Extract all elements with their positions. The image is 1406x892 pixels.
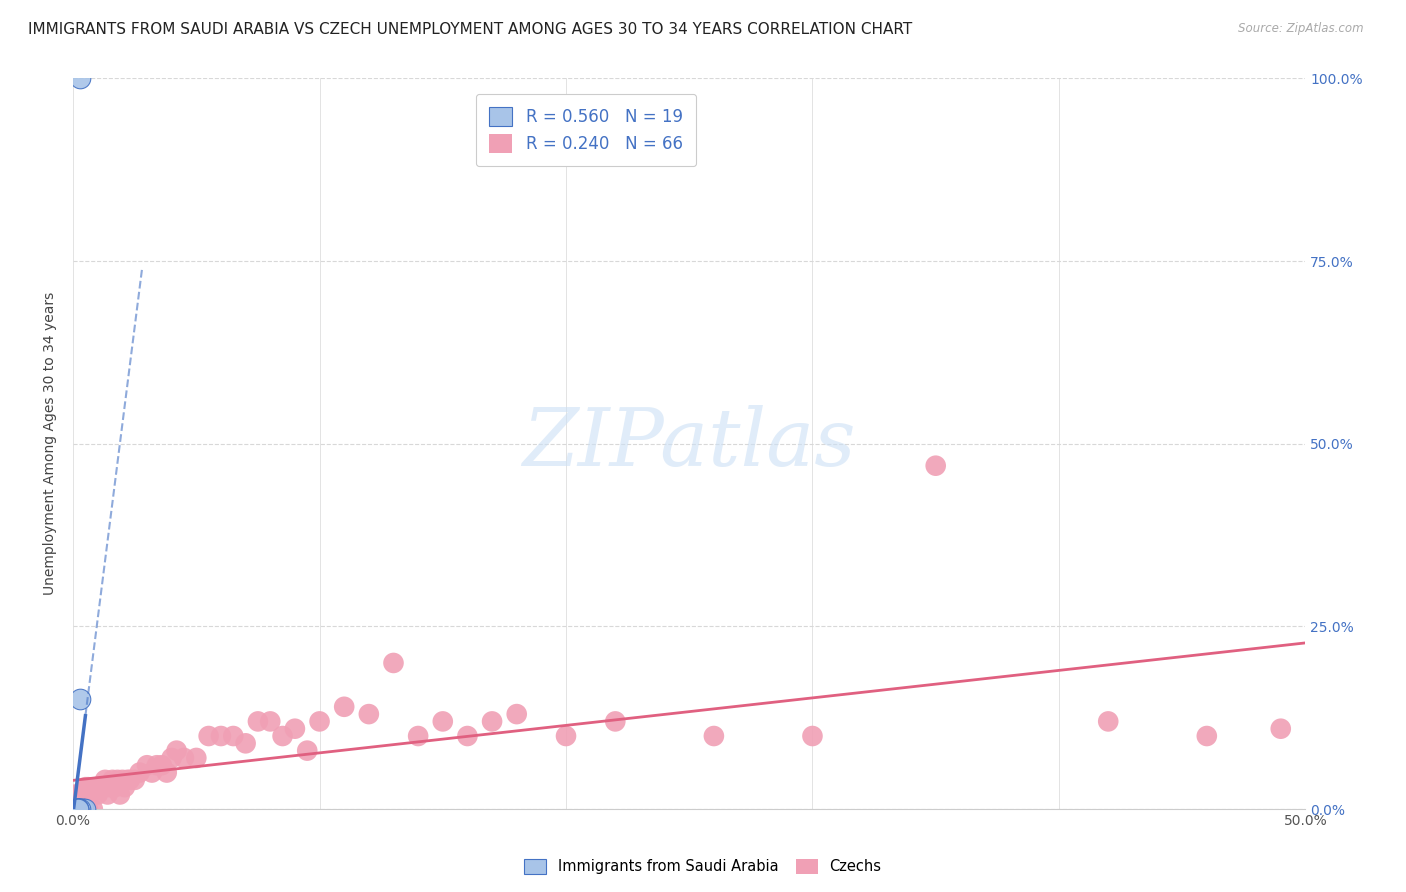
Point xyxy=(79,788,101,802)
Point xyxy=(222,729,245,743)
Point xyxy=(118,772,141,787)
Point xyxy=(66,802,89,816)
Point xyxy=(87,788,110,802)
Point xyxy=(69,802,91,816)
Point xyxy=(72,802,94,816)
Point xyxy=(1097,714,1119,729)
Point xyxy=(1270,722,1292,736)
Point xyxy=(65,802,87,816)
Point xyxy=(66,802,89,816)
Point xyxy=(197,729,219,743)
Point xyxy=(77,780,100,794)
Point xyxy=(66,802,89,816)
Point xyxy=(107,772,129,787)
Point xyxy=(235,736,257,750)
Point xyxy=(108,788,131,802)
Point xyxy=(65,802,87,816)
Point xyxy=(69,802,91,816)
Point xyxy=(284,722,307,736)
Text: ZIPatlas: ZIPatlas xyxy=(523,405,856,483)
Point xyxy=(209,729,232,743)
Point xyxy=(259,714,281,729)
Point xyxy=(101,772,124,787)
Text: Source: ZipAtlas.com: Source: ZipAtlas.com xyxy=(1239,22,1364,36)
Point xyxy=(605,714,627,729)
Point xyxy=(156,765,179,780)
Legend: R = 0.560   N = 19, R = 0.240   N = 66: R = 0.560 N = 19, R = 0.240 N = 66 xyxy=(475,95,696,167)
Point xyxy=(271,729,294,743)
Point xyxy=(357,707,380,722)
Point xyxy=(481,714,503,729)
Y-axis label: Unemployment Among Ages 30 to 34 years: Unemployment Among Ages 30 to 34 years xyxy=(44,293,58,595)
Point xyxy=(65,802,87,816)
Point xyxy=(65,788,87,802)
Point xyxy=(66,802,89,816)
Point xyxy=(160,751,183,765)
Point xyxy=(94,772,117,787)
Point xyxy=(333,699,356,714)
Point xyxy=(406,729,429,743)
Point xyxy=(69,788,91,802)
Point xyxy=(75,802,97,816)
Point xyxy=(703,729,725,743)
Point xyxy=(925,458,948,473)
Text: IMMIGRANTS FROM SAUDI ARABIA VS CZECH UNEMPLOYMENT AMONG AGES 30 TO 34 YEARS COR: IMMIGRANTS FROM SAUDI ARABIA VS CZECH UN… xyxy=(28,22,912,37)
Point xyxy=(117,772,139,787)
Point xyxy=(382,656,405,670)
Point xyxy=(75,802,97,816)
Point xyxy=(66,802,89,816)
Point xyxy=(65,802,87,816)
Point xyxy=(1195,729,1218,743)
Point xyxy=(801,729,824,743)
Point xyxy=(308,714,330,729)
Point xyxy=(146,758,169,772)
Legend: Immigrants from Saudi Arabia, Czechs: Immigrants from Saudi Arabia, Czechs xyxy=(519,853,887,880)
Point xyxy=(72,802,94,816)
Point xyxy=(82,802,104,816)
Point xyxy=(97,788,120,802)
Point xyxy=(72,788,94,802)
Point xyxy=(555,729,578,743)
Point xyxy=(506,707,529,722)
Point xyxy=(91,780,114,794)
Point xyxy=(89,780,111,794)
Point xyxy=(432,714,454,729)
Point xyxy=(186,751,208,765)
Point xyxy=(246,714,269,729)
Point xyxy=(111,772,134,787)
Point xyxy=(456,729,478,743)
Point xyxy=(166,744,188,758)
Point xyxy=(72,802,94,816)
Point xyxy=(75,780,97,794)
Point xyxy=(124,772,146,787)
Point xyxy=(77,802,100,816)
Point xyxy=(66,788,89,802)
Point xyxy=(69,802,91,816)
Point xyxy=(84,780,107,794)
Point xyxy=(128,765,150,780)
Point xyxy=(297,744,319,758)
Point xyxy=(66,802,89,816)
Point xyxy=(69,802,91,816)
Point xyxy=(114,780,136,794)
Point xyxy=(66,802,89,816)
Point xyxy=(173,751,195,765)
Point xyxy=(69,692,91,706)
Point xyxy=(150,758,173,772)
Point xyxy=(104,780,127,794)
Point xyxy=(141,765,163,780)
Point xyxy=(65,802,87,816)
Point xyxy=(136,758,159,772)
Point xyxy=(69,71,91,86)
Point xyxy=(98,780,121,794)
Point xyxy=(69,802,91,816)
